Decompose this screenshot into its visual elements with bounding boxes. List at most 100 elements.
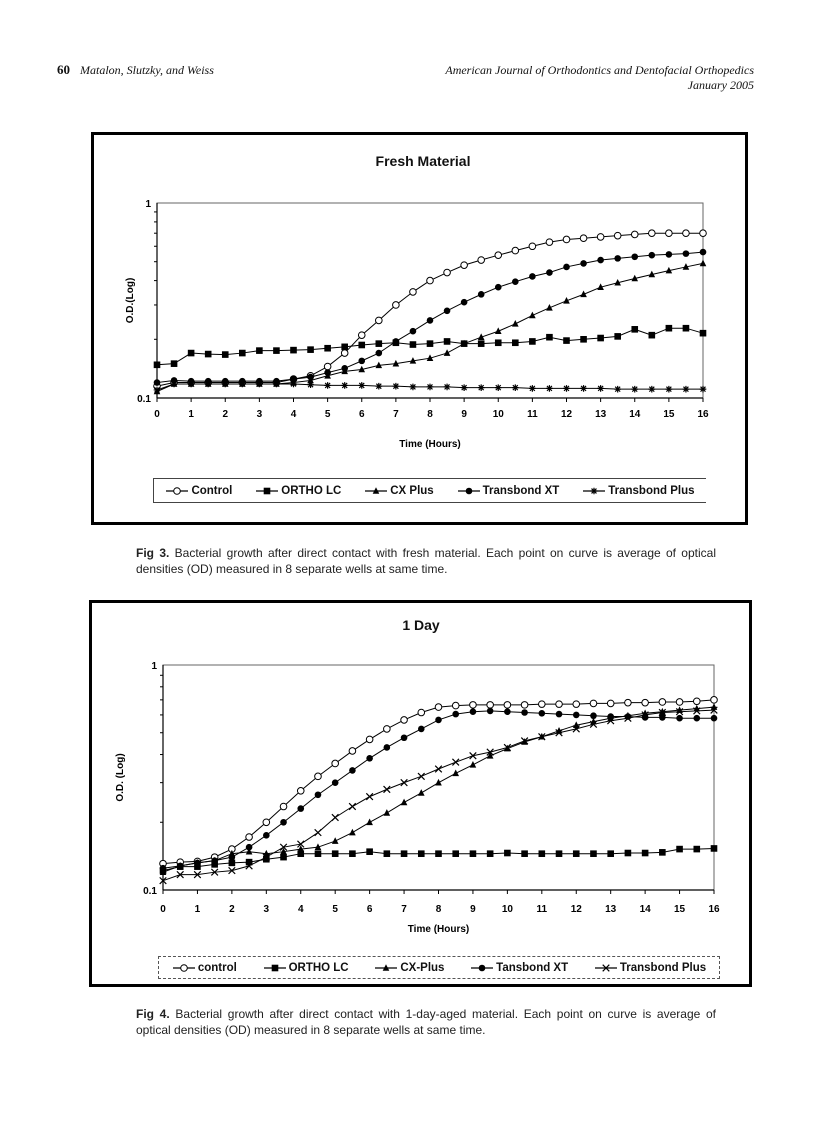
asterisk-marker xyxy=(256,380,263,388)
series-transbond-plus xyxy=(153,380,707,394)
square-marker xyxy=(693,845,701,853)
square-marker xyxy=(366,848,373,855)
x-tick-label: 3 xyxy=(257,409,263,420)
x-marker xyxy=(210,868,219,876)
filled-circle-marker xyxy=(676,714,683,722)
triangle-marker xyxy=(159,868,167,875)
open-circle-marker xyxy=(520,701,529,709)
figure-label: Fig 4. xyxy=(136,1007,170,1021)
filled-circle-marker xyxy=(693,714,701,722)
filled-circle-marker xyxy=(331,779,339,786)
open-circle-marker xyxy=(658,698,667,706)
asterisk-marker xyxy=(590,487,598,494)
legend-label: CX-Plus xyxy=(400,961,445,974)
open-circle-marker xyxy=(579,234,588,242)
x-tick-label: 8 xyxy=(427,409,433,420)
square-marker xyxy=(631,326,639,333)
open-circle-marker xyxy=(555,700,563,708)
square-marker xyxy=(607,850,614,857)
filled-circle-marker xyxy=(648,251,656,259)
open-circle-marker xyxy=(596,233,605,241)
x-marker xyxy=(589,720,598,729)
figure-3-caption: Fig 3. Bacterial growth after direct con… xyxy=(136,545,716,577)
filled-circle-marker xyxy=(290,375,297,383)
filled-circle-marker xyxy=(590,712,597,720)
triangle-marker xyxy=(314,843,322,850)
triangle-marker xyxy=(631,274,639,282)
filled-circle-marker xyxy=(469,708,477,716)
open-circle-marker xyxy=(606,699,615,708)
running-authors: Matalon, Slutzky, and Weiss xyxy=(80,63,214,77)
square-marker xyxy=(383,850,391,857)
open-circle-marker xyxy=(572,700,581,708)
filled-circle-marker xyxy=(297,805,305,812)
filled-circle-marker xyxy=(392,338,400,345)
x-marker xyxy=(693,707,701,715)
x-marker xyxy=(602,963,610,972)
open-circle-marker xyxy=(665,229,673,238)
x-marker xyxy=(710,706,718,714)
square-marker xyxy=(641,849,649,857)
x-marker xyxy=(262,853,271,861)
triangle-marker xyxy=(648,270,656,278)
x-tick-label: 11 xyxy=(527,409,538,420)
x-marker xyxy=(383,785,391,794)
open-circle-marker xyxy=(245,833,253,841)
asterisk-marker xyxy=(426,383,434,391)
asterisk-marker xyxy=(187,380,195,388)
legend-item: Transbond Plus xyxy=(594,962,706,974)
x-tick-label: 5 xyxy=(332,904,338,915)
y-tick-label: 1 xyxy=(145,199,151,210)
page-number: 60 xyxy=(57,62,70,77)
square-icon xyxy=(256,487,279,494)
filled-circle-marker xyxy=(341,365,348,372)
triangle-marker xyxy=(477,333,485,341)
x-tick-label: 14 xyxy=(640,904,652,915)
triangle-marker xyxy=(529,311,536,319)
x-marker xyxy=(606,717,615,725)
legend-label: ORTHO LC xyxy=(288,961,349,974)
filled-circle-marker xyxy=(465,487,472,494)
open-circle-marker xyxy=(314,772,322,781)
square-marker xyxy=(512,339,519,347)
filled-circle-marker xyxy=(614,255,621,262)
x-tick-label: 9 xyxy=(470,904,476,915)
filled-circle-marker xyxy=(478,964,486,971)
x-marker xyxy=(314,828,322,837)
filled-circle-marker xyxy=(555,710,563,718)
asterisk-marker xyxy=(477,384,485,391)
filled-circle-marker xyxy=(504,708,511,716)
asterisk-marker xyxy=(239,380,246,388)
x-tick-label: 13 xyxy=(605,904,617,915)
triangle-marker xyxy=(460,339,468,347)
x-marker xyxy=(331,813,339,822)
legend-item: CX-Plus xyxy=(374,962,444,974)
x-tick-label: 4 xyxy=(291,409,297,420)
open-circle-marker xyxy=(331,759,339,768)
open-circle-marker xyxy=(710,696,718,704)
x-marker xyxy=(279,843,288,851)
open-circle-marker xyxy=(375,316,383,325)
open-circle-icon xyxy=(166,486,189,495)
figure-3-frame xyxy=(91,132,748,525)
legend-item: ORTHO LC xyxy=(263,962,349,974)
triangle-marker xyxy=(435,778,442,786)
square-marker xyxy=(486,850,494,857)
filled-circle-marker xyxy=(597,256,604,264)
series-ortho-lc xyxy=(153,324,707,369)
asterisk-marker xyxy=(290,380,297,388)
filled-circle-marker xyxy=(417,725,425,733)
asterisk-marker xyxy=(699,385,707,393)
x-tick-label: 0 xyxy=(160,904,166,915)
x-tick-label: 16 xyxy=(697,409,709,420)
x-marker xyxy=(193,870,202,879)
x-tick-label: 4 xyxy=(298,904,304,915)
asterisk-marker xyxy=(273,380,280,388)
square-marker xyxy=(665,324,673,332)
square-marker xyxy=(341,343,348,351)
asterisk-marker xyxy=(375,382,383,390)
triangle-marker xyxy=(546,304,553,311)
triangle-marker xyxy=(372,486,380,494)
square-marker xyxy=(614,333,621,340)
